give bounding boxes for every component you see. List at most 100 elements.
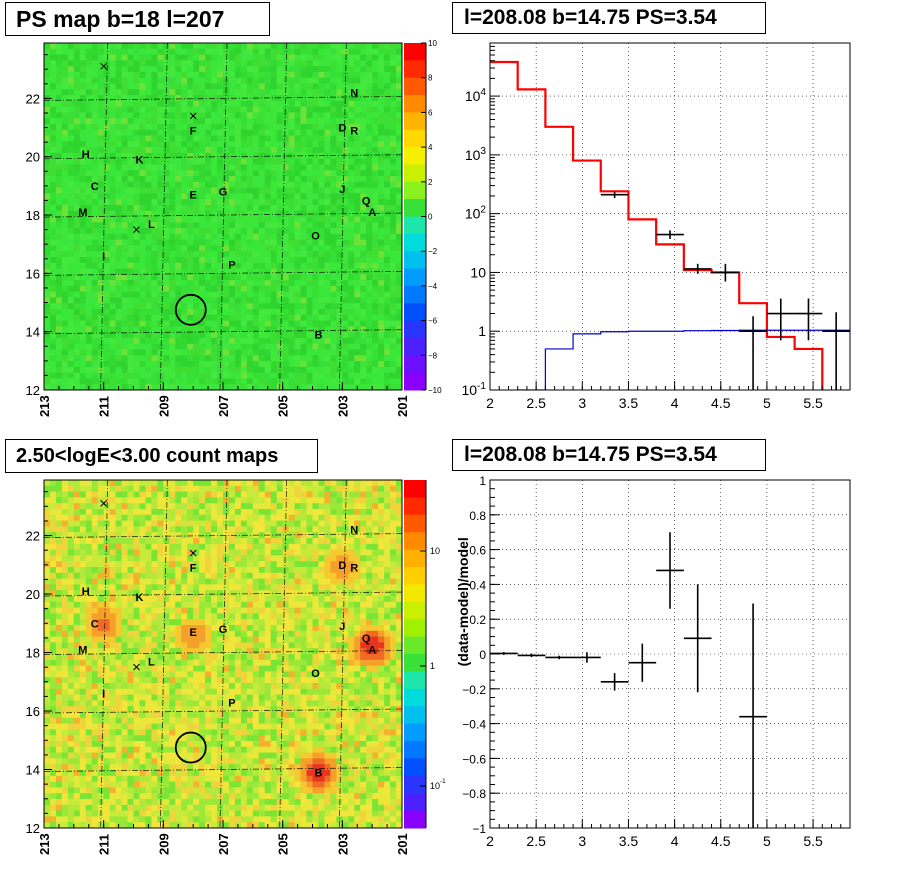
map-pixel <box>91 239 99 247</box>
map-pixel <box>61 775 69 783</box>
map-pixel <box>300 89 308 96</box>
map-pixel <box>282 285 290 293</box>
map-pixel <box>288 216 296 223</box>
map-pixel <box>115 378 123 385</box>
map-pixel <box>67 222 75 229</box>
map-pixel <box>91 717 99 725</box>
map-pixel <box>199 337 206 345</box>
map-pixel <box>115 781 123 788</box>
map-pixel <box>79 309 87 316</box>
map-pixel <box>61 601 69 609</box>
map-pixel <box>151 555 158 562</box>
map-pixel <box>372 118 379 125</box>
map-pixel <box>360 280 367 287</box>
map-pixel <box>270 326 278 333</box>
map-pixel <box>354 141 361 148</box>
map-pixel <box>223 216 230 223</box>
map-pixel <box>139 694 147 701</box>
map-pixel <box>44 129 51 137</box>
map-pixel <box>121 752 129 759</box>
map-pixel <box>223 309 230 316</box>
map-pixel <box>234 48 242 56</box>
map-pixel <box>157 636 164 643</box>
map-pixel <box>115 361 123 368</box>
map-pixel <box>366 280 373 287</box>
map-pixel <box>145 700 152 707</box>
map-pixel <box>85 256 93 264</box>
map-pixel <box>300 152 308 160</box>
map-pixel <box>109 526 117 533</box>
map-pixel <box>175 349 182 356</box>
map-pixel <box>61 228 69 235</box>
map-pixel <box>151 176 158 183</box>
map-pixel <box>193 129 200 137</box>
map-pixel <box>49 503 57 510</box>
map-pixel <box>91 366 99 374</box>
map-pixel <box>157 337 164 345</box>
map-pixel <box>55 503 63 510</box>
map-pixel <box>97 532 105 539</box>
map-pixel <box>145 625 152 632</box>
map-pixel <box>294 222 302 229</box>
map-pixel <box>366 135 373 142</box>
map-pixel <box>115 158 123 166</box>
map-pixel <box>55 303 63 310</box>
map-pixel <box>205 129 212 137</box>
map-pixel <box>97 118 105 125</box>
map-pixel <box>366 112 373 119</box>
map-pixel <box>354 106 361 113</box>
map-pixel <box>127 95 135 102</box>
map-pixel <box>103 332 111 339</box>
map-pixel <box>396 309 402 316</box>
map-pixel <box>193 297 200 304</box>
map-pixel <box>115 170 123 177</box>
map-pixel <box>91 314 99 322</box>
map-pixel <box>181 95 188 102</box>
map-pixel <box>44 355 51 362</box>
map-pixel <box>336 164 343 171</box>
map-pixel <box>175 285 182 293</box>
map-pixel <box>294 285 302 293</box>
map-pixel <box>378 222 385 229</box>
map-pixel <box>175 355 182 362</box>
map-pixel <box>234 245 242 252</box>
map-pixel <box>324 228 331 235</box>
map-pixel <box>396 216 402 223</box>
map-pixel <box>199 256 206 264</box>
map-pixel <box>109 66 117 73</box>
map-pixel <box>109 297 117 304</box>
map-pixel <box>193 280 200 287</box>
map-pixel <box>121 810 129 817</box>
map-pixel <box>49 112 57 119</box>
map-pixel <box>282 291 290 299</box>
map-pixel <box>55 123 63 131</box>
map-pixel <box>330 77 337 85</box>
map-pixel <box>85 48 93 56</box>
map-pixel <box>205 158 212 166</box>
map-pixel <box>91 706 99 713</box>
map-pixel <box>157 193 164 200</box>
map-pixel <box>121 630 129 638</box>
map-pixel <box>127 332 135 339</box>
map-pixel <box>318 66 326 73</box>
map-pixel <box>85 303 93 310</box>
map-pixel <box>49 216 57 223</box>
map-pixel <box>312 355 320 362</box>
map-pixel <box>228 54 236 61</box>
map-pixel <box>139 280 147 287</box>
map-pixel <box>91 683 99 690</box>
map-pixel <box>133 520 141 527</box>
map-pixel <box>390 332 397 339</box>
map-pixel <box>324 314 331 322</box>
map-pixel <box>67 274 75 281</box>
map-pixel <box>55 89 63 96</box>
map-pixel <box>336 170 343 177</box>
map-pixel <box>187 187 194 194</box>
map-pixel <box>133 378 141 385</box>
map-pixel <box>115 77 123 85</box>
map-pixel <box>67 567 75 574</box>
map-pixel <box>354 355 361 362</box>
map-pixel <box>288 199 296 206</box>
map-pixel <box>211 343 218 351</box>
map-pixel <box>276 274 284 281</box>
